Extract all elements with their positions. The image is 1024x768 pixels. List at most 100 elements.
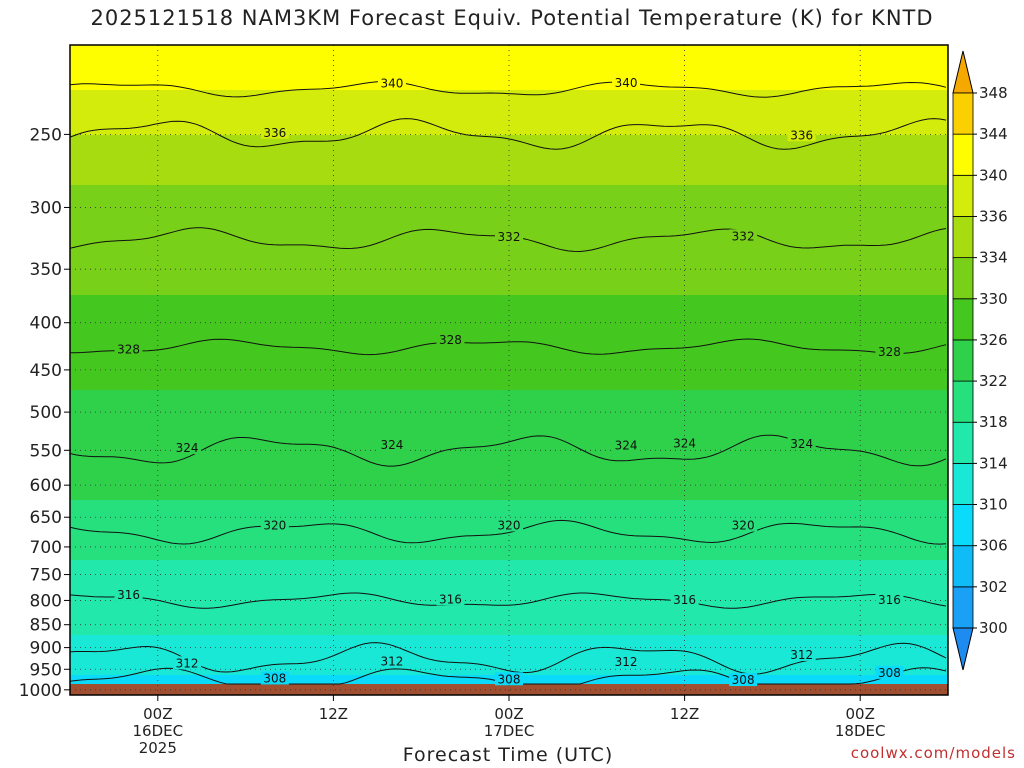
colorbar-label: 318 — [979, 413, 1008, 431]
field-band — [70, 145, 948, 151]
field-band — [70, 195, 948, 201]
field-band — [70, 440, 948, 446]
field-band — [70, 500, 948, 506]
contour-label-bg — [260, 518, 289, 532]
contour-label-bg — [495, 518, 523, 532]
contour-label: 332 — [732, 229, 755, 243]
contour-label-bg — [612, 655, 641, 669]
field-band — [70, 505, 948, 511]
field-band — [70, 475, 948, 481]
field-band — [70, 515, 948, 521]
y-axis: 250 300 350 400 450 500 550 600 650 700 750 800 850 9… — [19, 125, 70, 701]
field-band — [70, 380, 948, 386]
contour-label-bg — [436, 592, 465, 606]
contour-label: 312 — [380, 654, 403, 668]
contour-label-bg — [114, 342, 143, 356]
contour-label: 312 — [176, 656, 199, 670]
colorbar-label: 348 — [979, 84, 1008, 102]
field-band — [70, 85, 948, 91]
field-band — [70, 410, 948, 416]
field-band — [70, 265, 948, 271]
field-band — [70, 210, 948, 216]
field-band — [70, 405, 948, 411]
field-band — [70, 280, 948, 286]
contour-label-bg — [377, 654, 406, 668]
field-band — [70, 140, 948, 146]
field-band — [70, 610, 948, 616]
field-band — [70, 80, 948, 86]
field-band — [70, 245, 948, 251]
contour-label-bg — [114, 587, 143, 601]
contour-label-bg — [495, 230, 523, 244]
field-band — [70, 425, 948, 431]
field-band — [70, 495, 948, 501]
contour-label-bg — [787, 647, 816, 661]
field-band — [70, 315, 948, 321]
field-band — [70, 455, 948, 461]
colorbar-box — [952, 545, 974, 588]
field-band — [70, 635, 948, 641]
y-tick-label: 500 — [30, 403, 62, 423]
field-band — [70, 215, 948, 221]
contour-label: 328 — [878, 345, 901, 359]
field-band — [70, 45, 948, 51]
contour-line-320 — [70, 519, 947, 545]
colorbar-label: 322 — [979, 372, 1008, 390]
contour-label-bg — [670, 593, 699, 607]
contour-labels: 340 340 336 336 332 332 328 328 328 324 324 324 324 3… — [114, 76, 904, 687]
colorbar-label: 300 — [979, 619, 1008, 637]
theta-e-field — [70, 45, 948, 695]
x-tick-label: 16DEC — [133, 722, 184, 740]
field-band — [70, 420, 948, 426]
contour-label-bg — [377, 76, 406, 90]
field-band — [70, 600, 948, 606]
field-band — [70, 375, 948, 381]
field-band — [70, 615, 948, 621]
contour-label-bg — [436, 333, 465, 347]
colorbar-box — [952, 586, 974, 629]
field-band — [70, 365, 948, 371]
y-tick-label: 850 — [30, 616, 62, 636]
colorbar-label: 314 — [979, 454, 1008, 472]
field-band — [70, 450, 948, 456]
field-band — [70, 620, 948, 626]
field-band — [70, 665, 948, 671]
field-band — [70, 160, 948, 166]
field-band — [70, 335, 948, 341]
field-band — [70, 100, 948, 106]
field-band — [70, 510, 948, 516]
field-band — [70, 650, 948, 656]
field-band — [70, 135, 948, 141]
colorbar-label: 302 — [979, 578, 1008, 596]
x-tick-label: 17DEC — [484, 722, 535, 740]
colorbar: 300 302 306 310 314 318 322 326 330 334 336 340 344 3… — [952, 50, 1008, 671]
field-band — [70, 595, 948, 601]
field-band — [70, 305, 948, 311]
contour-label: 316 — [673, 593, 696, 607]
colorbar-box — [952, 298, 974, 341]
contour-label: 324 — [176, 441, 199, 455]
colorbar-box — [952, 92, 974, 135]
field-band — [70, 95, 948, 101]
field-band — [70, 580, 948, 586]
field-band — [70, 465, 948, 471]
contour-label-bg — [875, 665, 904, 679]
x-axis-title: Forecast Time (UTC) — [402, 744, 614, 766]
field-band — [70, 470, 948, 476]
field-band — [70, 540, 948, 546]
field-band — [70, 325, 948, 331]
x-tick-label: 00Z — [143, 705, 172, 723]
contour-line-340 — [70, 81, 947, 98]
y-tick-label: 1000 — [19, 681, 62, 701]
field-band — [70, 395, 948, 401]
colorbar-top-arrow — [952, 50, 974, 94]
field-band — [70, 460, 948, 466]
field-band — [70, 570, 948, 576]
contour-label: 316 — [878, 593, 901, 607]
y-tick-label: 400 — [30, 314, 62, 334]
contour-label-bg — [173, 440, 202, 454]
field-band — [70, 180, 948, 186]
field-band — [70, 430, 948, 436]
